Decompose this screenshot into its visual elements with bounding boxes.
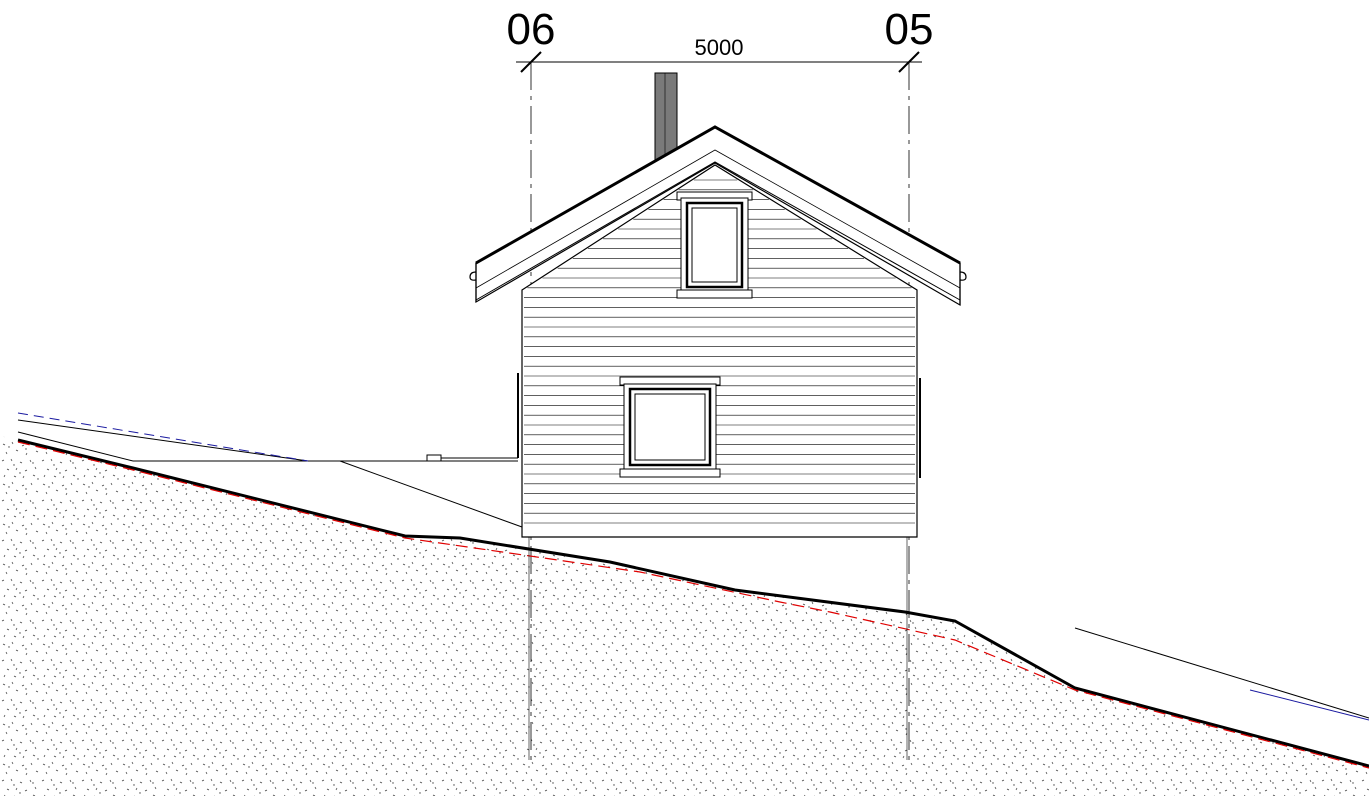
roof — [469, 125, 967, 307]
house-wall — [521, 164, 918, 538]
grid-label-06: 06 — [507, 5, 556, 54]
existing-terrain-line — [17, 441, 1369, 769]
right-ground-line — [1074, 627, 1369, 719]
ground-mass — [0, 436, 1369, 796]
left-blue-dashed-line — [17, 412, 309, 462]
right-blue-line — [1249, 689, 1369, 721]
terrace — [17, 419, 523, 528]
terrain-line — [17, 438, 1369, 768]
grid-label-05: 05 — [885, 5, 934, 54]
lower-window — [619, 376, 721, 478]
dimension-label: 5000 — [695, 35, 744, 60]
upper-window — [676, 191, 753, 299]
dimension-line — [516, 51, 922, 73]
